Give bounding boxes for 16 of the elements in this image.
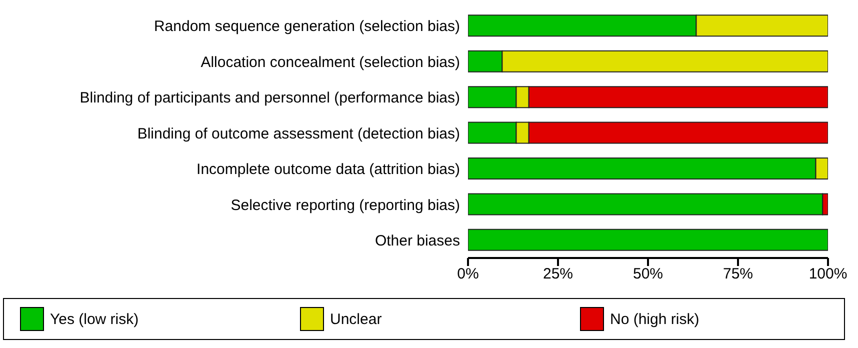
y-tick-label: Selective reporting (reporting bias) — [230, 196, 460, 214]
legend-label: Unclear — [330, 310, 382, 328]
legend-label: No (high risk) — [610, 310, 700, 328]
y-tick-label: Incomplete outcome data (attrition bias) — [196, 161, 460, 178]
x-tick-label: 25% — [542, 266, 574, 283]
x-tick-label: 50% — [632, 266, 664, 283]
x-tick-label: 0% — [457, 266, 479, 283]
legend-label: Yes (low risk) — [50, 310, 139, 328]
bar — [468, 228, 828, 251]
y-tick-label: Random sequence generation (selection bias) — [154, 18, 460, 36]
y-tick-label: Allocation concealment (selection bias) — [200, 54, 460, 71]
y-tick-label: Other biases — [374, 232, 460, 250]
y-tick-label: Blinding of outcome assessment (detection bias) — [137, 125, 460, 142]
x-tick-label: 75% — [722, 266, 754, 283]
y-tick-label: Blinding of participants and personnel (performance bias) — [80, 90, 460, 107]
x-tick-label: 100% — [808, 266, 848, 283]
